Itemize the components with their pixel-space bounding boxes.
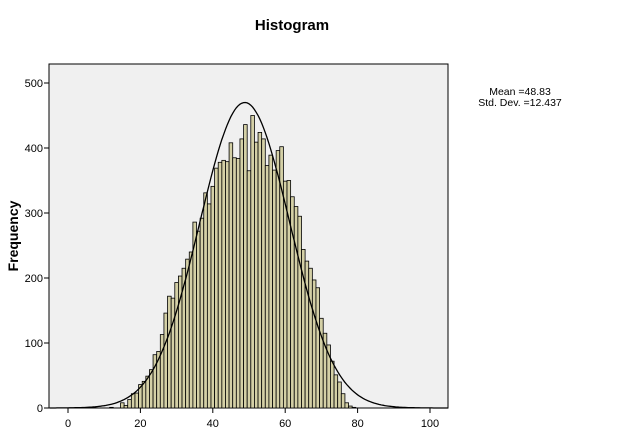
histogram-bar	[163, 312, 168, 409]
histogram-bar	[196, 230, 201, 409]
y-tick-label: 300	[25, 208, 43, 220]
histogram-bar	[214, 167, 219, 409]
histogram-bar	[203, 192, 208, 409]
chart-title: Histogram	[255, 17, 329, 34]
y-tick-label: 0	[37, 403, 43, 415]
histogram-bar	[235, 157, 241, 409]
histogram-bar	[199, 217, 205, 409]
histogram-bar	[268, 154, 273, 409]
histogram-bar	[174, 282, 179, 409]
x-tick-label: 40	[207, 418, 219, 430]
histogram-bar	[254, 141, 259, 409]
histogram-bar	[272, 169, 277, 409]
histogram-bar	[206, 203, 212, 409]
histogram-bar	[308, 267, 313, 409]
y-axis-label: Frequency	[5, 200, 21, 271]
histogram-bar	[293, 206, 299, 409]
x-tick-label: 80	[351, 418, 363, 430]
histogram-bar	[261, 138, 266, 409]
histogram-bar	[257, 131, 263, 409]
x-tick-label: 20	[134, 418, 146, 430]
histogram-bar	[311, 279, 317, 409]
histogram-bar	[340, 393, 346, 409]
histogram-bar	[250, 115, 255, 409]
y-tick-label: 500	[25, 78, 43, 90]
mean-label: Mean =48.83	[489, 86, 551, 98]
histogram-bar	[232, 157, 237, 409]
x-tick-label: 100	[421, 418, 439, 430]
histogram-bar	[275, 150, 281, 409]
histogram-bar	[333, 374, 339, 409]
histogram-bar	[159, 334, 165, 409]
histogram-bar	[127, 399, 132, 409]
histogram-bar	[109, 406, 114, 409]
histogram-bar	[304, 260, 310, 409]
histogram-bar	[185, 258, 190, 409]
histogram-bar	[348, 405, 353, 409]
histogram-bar	[130, 393, 136, 409]
std-dev-label: Std. Dev. =12.437	[478, 97, 562, 109]
histogram-bar	[243, 124, 248, 409]
y-tick-label: 400	[25, 143, 43, 155]
histogram-bar	[239, 138, 244, 409]
y-axis: 0 100 200 300 400 500	[25, 78, 49, 415]
histogram-bar	[246, 170, 252, 409]
histogram-bar	[337, 381, 342, 409]
histogram-bar	[221, 159, 226, 409]
histogram-bar	[170, 297, 176, 409]
histogram-bar	[282, 180, 288, 409]
y-tick-label: 100	[25, 338, 43, 350]
x-axis: 0 20 40 60 80 100	[65, 408, 439, 430]
histogram-bar	[264, 165, 270, 409]
histogram-bar	[315, 287, 320, 409]
histogram-bar	[134, 392, 139, 409]
histogram-bar	[123, 404, 129, 409]
bars	[109, 115, 357, 409]
histogram-bar	[167, 295, 172, 409]
y-tick-label: 200	[25, 273, 43, 285]
x-tick-label: 0	[65, 418, 71, 430]
histogram-bar	[225, 161, 230, 409]
histogram-bar	[351, 406, 357, 409]
histogram-bar	[217, 161, 223, 409]
histogram-bar	[228, 142, 234, 409]
x-tick-label: 60	[279, 418, 291, 430]
histogram-bar	[297, 215, 302, 409]
normal-curve	[49, 101, 449, 409]
histogram-bar	[120, 402, 125, 409]
histogram-bar	[344, 402, 349, 409]
histogram-bar	[330, 360, 335, 409]
histogram-bar	[188, 251, 194, 409]
histogram-bar	[210, 185, 216, 409]
